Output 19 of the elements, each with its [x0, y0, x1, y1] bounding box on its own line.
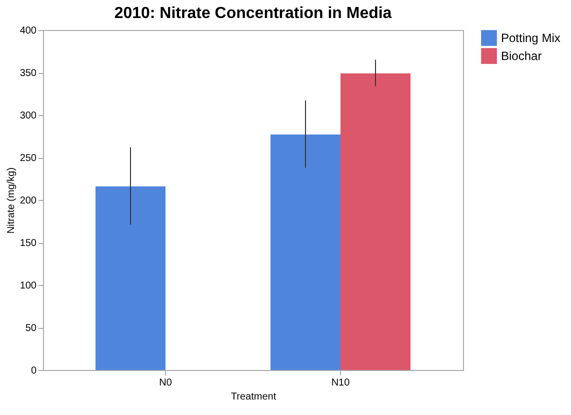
- y-tick-label: 150: [20, 238, 37, 249]
- y-tick-label: 250: [20, 153, 37, 164]
- y-tick-label: 300: [20, 110, 37, 122]
- bar: [96, 186, 166, 370]
- bar: [270, 134, 340, 370]
- y-axis-title: Nitrate (mg/kg): [6, 167, 17, 234]
- x-tick-label: N0: [159, 378, 172, 388]
- y-tick-label: 100: [20, 280, 37, 292]
- y-tick-label: 200: [20, 196, 37, 206]
- chart-title: 2010: Nitrate Concentration in Media: [114, 5, 392, 22]
- y-tick-label: 350: [20, 68, 37, 79]
- x-tick-label: N10: [331, 378, 350, 388]
- x-axis-title: Treatment: [230, 392, 276, 402]
- y-tick-label: 50: [25, 323, 37, 334]
- bar: [340, 73, 410, 370]
- y-tick-label: 400: [20, 26, 37, 36]
- legend-label: Potting Mix: [501, 31, 560, 45]
- y-tick-label: 0: [30, 366, 37, 376]
- legend-label: Biochar: [501, 49, 542, 63]
